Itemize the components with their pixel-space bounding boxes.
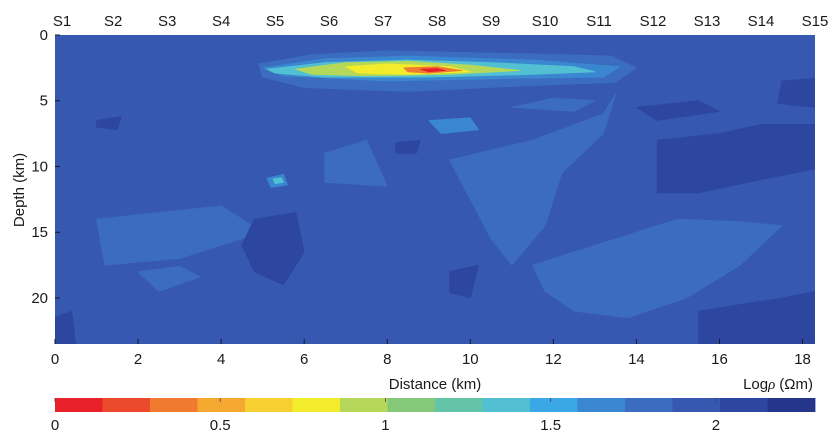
colorbar-swatch-10 (530, 398, 578, 412)
y-tick-label-15: 15 (31, 224, 48, 241)
resistivity-body-18 (241, 212, 305, 286)
resistivity-body-23 (395, 139, 421, 154)
station-label-s3: S3 (158, 13, 176, 30)
x-tick-label-6: 6 (300, 351, 308, 368)
resistivity-body-6 (420, 68, 446, 73)
colorbar-title-prefix: Log (743, 376, 768, 393)
y-tick-label-5: 5 (40, 93, 48, 110)
resistivity-bodies (55, 50, 815, 344)
colorbar-swatch-3 (197, 398, 246, 412)
x-axis-ticks: 0 2 4 6 8 10 12 14 16 18 (51, 339, 811, 368)
x-tick-label-0: 0 (51, 351, 59, 368)
x-tick-label-8: 8 (383, 351, 391, 368)
colorbar-tick-label-2: 2 (712, 417, 720, 434)
resistivity-body-25 (96, 116, 122, 131)
resistivity-body-9 (428, 117, 480, 135)
colorbar-swatch-15 (767, 398, 816, 412)
station-label-s2: S2 (104, 13, 122, 30)
resistivity-body-17 (656, 124, 815, 194)
resistivity-body-13 (449, 93, 617, 266)
station-label-s4: S4 (212, 13, 230, 30)
colorbar-ticks: 0 0.5 1 1.5 2 (51, 398, 720, 434)
station-label-s11: S11 (586, 13, 612, 30)
y-tick-label-0: 0 (40, 27, 48, 44)
colorbar-swatch-4 (245, 398, 293, 412)
colorbar-swatch-9 (482, 398, 531, 412)
resistivity-body-15 (511, 97, 596, 112)
resistivity-body-10 (324, 139, 388, 187)
resistivity-body-21 (698, 290, 815, 344)
colorbar-swatch-8 (435, 398, 483, 412)
station-label-s12: S12 (640, 13, 667, 30)
y-tick-label-20: 20 (31, 290, 48, 307)
colorbar-title-unit: (Ωm) (779, 376, 813, 393)
colorbar-tick-label-0: 0 (51, 417, 59, 434)
colorbar-title: Logρ (Ωm) (743, 376, 813, 393)
station-label-s8: S8 (428, 13, 446, 30)
colorbar-swatch-2 (150, 398, 198, 412)
colorbar-tick-label-1: 1 (381, 417, 389, 434)
resistivity-body-20 (55, 310, 77, 344)
station-label-s10: S10 (532, 13, 559, 30)
colorbar-swatch-14 (720, 398, 768, 412)
station-label-s6: S6 (320, 13, 338, 30)
resistivity-body-19 (449, 264, 480, 299)
station-label-s7: S7 (374, 13, 392, 30)
colorbar-swatch-12 (625, 398, 673, 412)
x-tick-label-2: 2 (134, 351, 142, 368)
colorbar-swatch-5 (292, 398, 341, 412)
y-axis-ticks: 0 5 10 15 20 (31, 27, 60, 307)
colorbar-swatch-11 (577, 398, 626, 412)
x-tick-label-14: 14 (628, 351, 645, 368)
colorbar-swatch-1 (102, 398, 151, 412)
station-label-s14: S14 (748, 13, 775, 30)
x-tick-label-16: 16 (711, 351, 728, 368)
x-tick-label-10: 10 (462, 351, 479, 368)
colorbar-title-symbol: ρ (767, 377, 775, 393)
colorbar-swatch-13 (672, 398, 721, 412)
plot-area (55, 35, 815, 344)
colorbar-tick-label-0.5: 0.5 (210, 417, 231, 434)
resistivity-body-16 (615, 258, 679, 286)
colorbar (55, 398, 816, 412)
station-label-s9: S9 (482, 13, 500, 30)
resistivity-body-8 (272, 177, 284, 185)
resistivity-body-24 (777, 78, 815, 108)
x-axis-title: Distance (km) (389, 376, 482, 393)
colorbar-swatch-6 (340, 398, 388, 412)
station-label-s1: S1 (53, 13, 71, 30)
colorbar-swatch-0 (55, 398, 103, 412)
x-tick-label-18: 18 (794, 351, 811, 368)
colorbar-swatch-7 (387, 398, 436, 412)
y-tick-label-10: 10 (31, 158, 48, 175)
station-label-s15: S15 (802, 13, 829, 30)
resistivity-body-12 (137, 265, 201, 292)
station-labels: S1 S2 S3 S4 S5 S6 S7 S8 S9 S10 S11 S12 S13 S14 S15 (53, 13, 829, 30)
colorbar-tick-label-1.5: 1.5 (540, 417, 561, 434)
resistivity-body-22 (636, 100, 720, 121)
station-label-s5: S5 (266, 13, 284, 30)
y-axis-title: Depth (km) (11, 153, 28, 227)
x-tick-label-12: 12 (545, 351, 562, 368)
station-label-s13: S13 (694, 13, 721, 30)
x-tick-label-4: 4 (217, 351, 225, 368)
